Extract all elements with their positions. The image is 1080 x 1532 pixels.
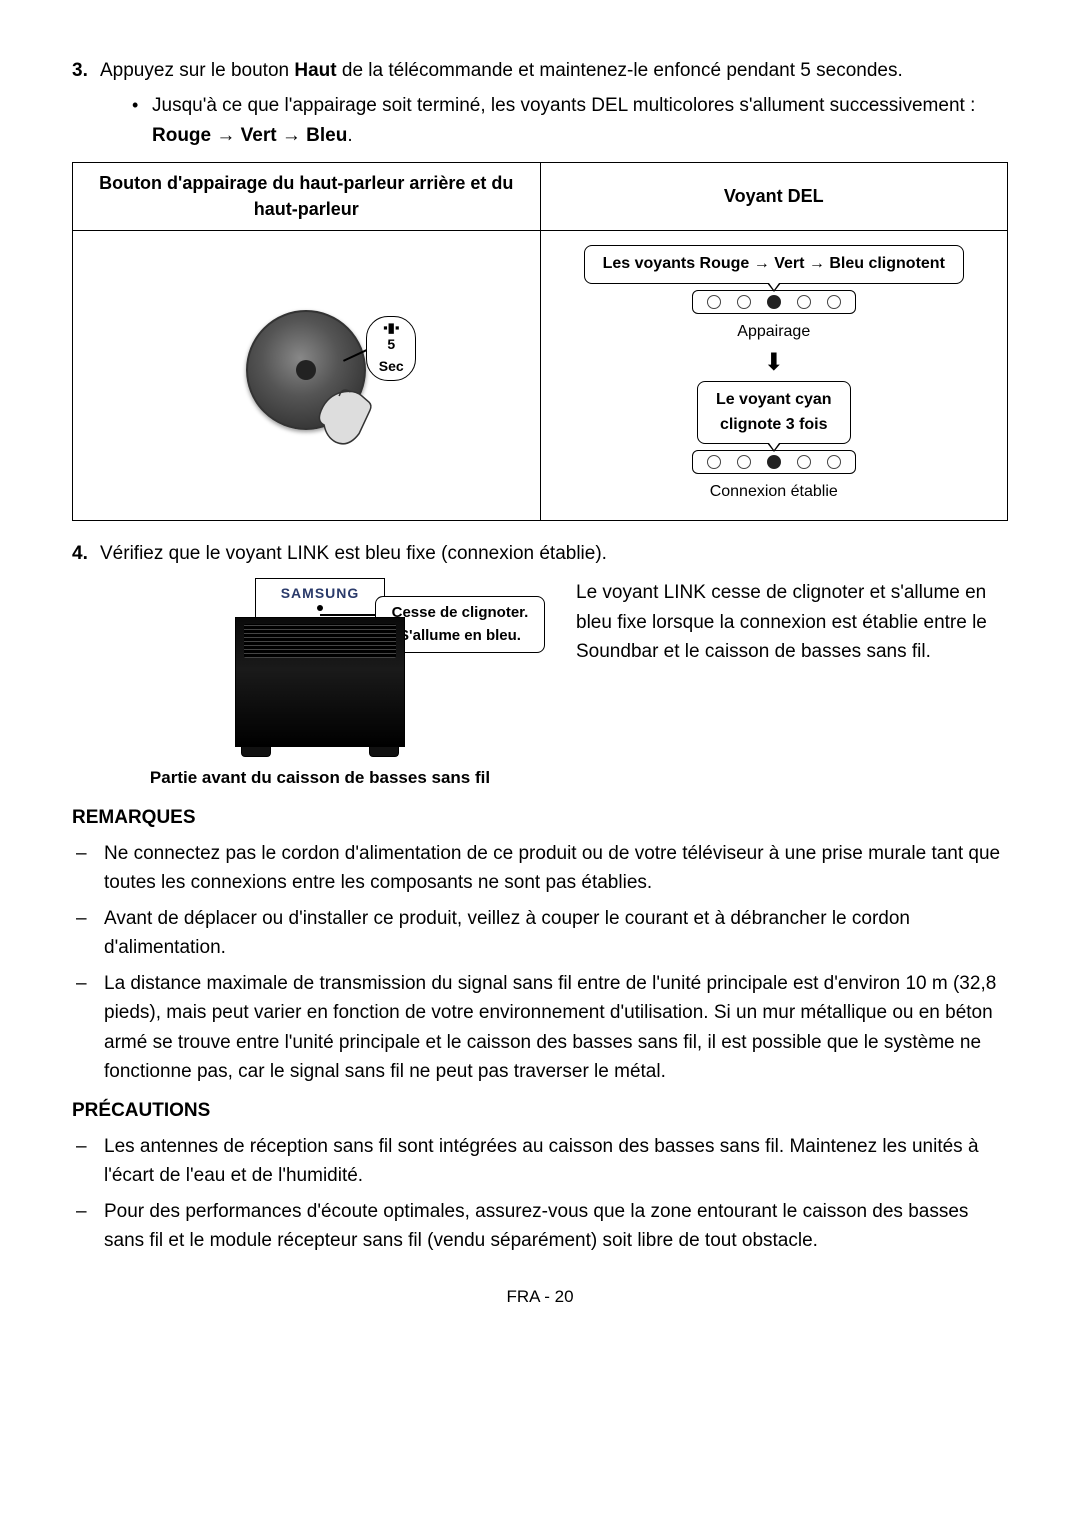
text-fragment: Jusqu'à ce que l'appairage soit terminé,… <box>152 95 975 116</box>
list-item: La distance maximale de transmission du … <box>104 969 1008 1087</box>
list-item: Avant de déplacer ou d'installer ce prod… <box>104 904 1008 963</box>
led-dot <box>797 455 811 469</box>
led-status-text: clignote 3 fois <box>716 413 832 438</box>
list-item: Ne connectez pas le cordon d'alimentatio… <box>104 839 1008 898</box>
pairing-table: Bouton d'appairage du haut-parleur arriè… <box>72 162 1008 520</box>
text-fragment: de la télécommande et maintenez-le enfon… <box>337 60 903 81</box>
led-dot <box>707 455 721 469</box>
led-dot-active <box>767 455 781 469</box>
sub-bullet: Jusqu'à ce que l'appairage soit terminé,… <box>132 91 1008 150</box>
list-item: Les antennes de réception sans fil sont … <box>104 1132 1008 1191</box>
bullet-text: Jusqu'à ce que l'appairage soit terminé,… <box>152 91 1008 150</box>
led-strip <box>692 450 856 474</box>
led-status-box-1: Les voyants Rouge → Vert → Bleu clignote… <box>584 245 964 284</box>
text-fragment: Appuyez sur le bouton <box>100 60 294 81</box>
text-fragment: . <box>347 125 352 146</box>
led-dot <box>737 295 751 309</box>
dash-mark: – <box>76 904 104 963</box>
led-strip <box>692 290 856 314</box>
led-dot <box>797 295 811 309</box>
down-arrow-icon: ⬇ <box>764 351 784 375</box>
step-3: 3. Appuyez sur le bouton Haut de la télé… <box>72 56 1008 150</box>
link-led-icon <box>317 605 323 611</box>
text-bold: Haut <box>294 60 336 81</box>
dash-mark: – <box>76 1197 104 1256</box>
text-bold: Rouge → Vert → Bleu <box>152 125 347 146</box>
step-4: 4. Vérifiez que le voyant LINK est bleu … <box>72 539 1008 568</box>
speaker-cell: ▪▮▪ 5 Sec <box>73 230 541 520</box>
precautions-list: –Les antennes de réception sans fil sont… <box>76 1132 1008 1256</box>
subwoofer-figure: SAMSUNG Cesse de clignoter. S'allume en … <box>100 578 540 791</box>
list-item: Pour des performances d'écoute optimales… <box>104 1197 1008 1256</box>
dash-mark: – <box>76 1132 104 1191</box>
led-label: Appairage <box>737 320 810 345</box>
step-description: Le voyant LINK cesse de clignoter et s'a… <box>576 578 1008 666</box>
remarques-list: –Ne connectez pas le cordon d'alimentati… <box>76 839 1008 1087</box>
led-label: Connexion établie <box>710 480 838 505</box>
subwoofer-foot <box>369 747 399 757</box>
dash-mark: – <box>76 839 104 898</box>
step-text: Appuyez sur le bouton Haut de la télécom… <box>100 56 1008 150</box>
page-footer: FRA - 20 <box>72 1284 1008 1310</box>
section-title-remarques: REMARQUES <box>72 803 1008 832</box>
samsung-logo: SAMSUNG <box>281 583 360 605</box>
step-number: 3. <box>72 56 100 150</box>
led-status-text: Les voyants Rouge → Vert → Bleu clignote… <box>603 255 945 272</box>
callout-connector <box>320 614 380 616</box>
figure-caption: Partie avant du caisson de basses sans f… <box>100 765 540 791</box>
led-status-box-2: Le voyant cyan clignote 3 fois <box>697 381 851 445</box>
led-status-text: Le voyant cyan <box>716 388 832 413</box>
led-cell: Les voyants Rouge → Vert → Bleu clignote… <box>540 230 1008 520</box>
subwoofer-foot <box>241 747 271 757</box>
dash-mark: – <box>76 969 104 1087</box>
table-header-right: Voyant DEL <box>540 163 1008 230</box>
led-dot <box>707 295 721 309</box>
step-text: Vérifiez que le voyant LINK est bleu fix… <box>100 539 1008 568</box>
section-title-precautions: PRÉCAUTIONS <box>72 1096 1008 1125</box>
led-dot <box>737 455 751 469</box>
step-number: 4. <box>72 539 100 568</box>
callout-text: Cesse de clignoter. <box>386 601 534 624</box>
led-dot <box>827 455 841 469</box>
subwoofer-body <box>235 617 405 747</box>
remote-icon: ▪▮▪ <box>377 321 405 334</box>
subwoofer-top: SAMSUNG <box>255 578 385 618</box>
bullet-mark <box>132 91 152 150</box>
callout-text: S'allume en bleu. <box>386 624 534 647</box>
table-header-left: Bouton d'appairage du haut-parleur arriè… <box>73 163 541 230</box>
led-dot-active <box>767 295 781 309</box>
led-dot <box>827 295 841 309</box>
